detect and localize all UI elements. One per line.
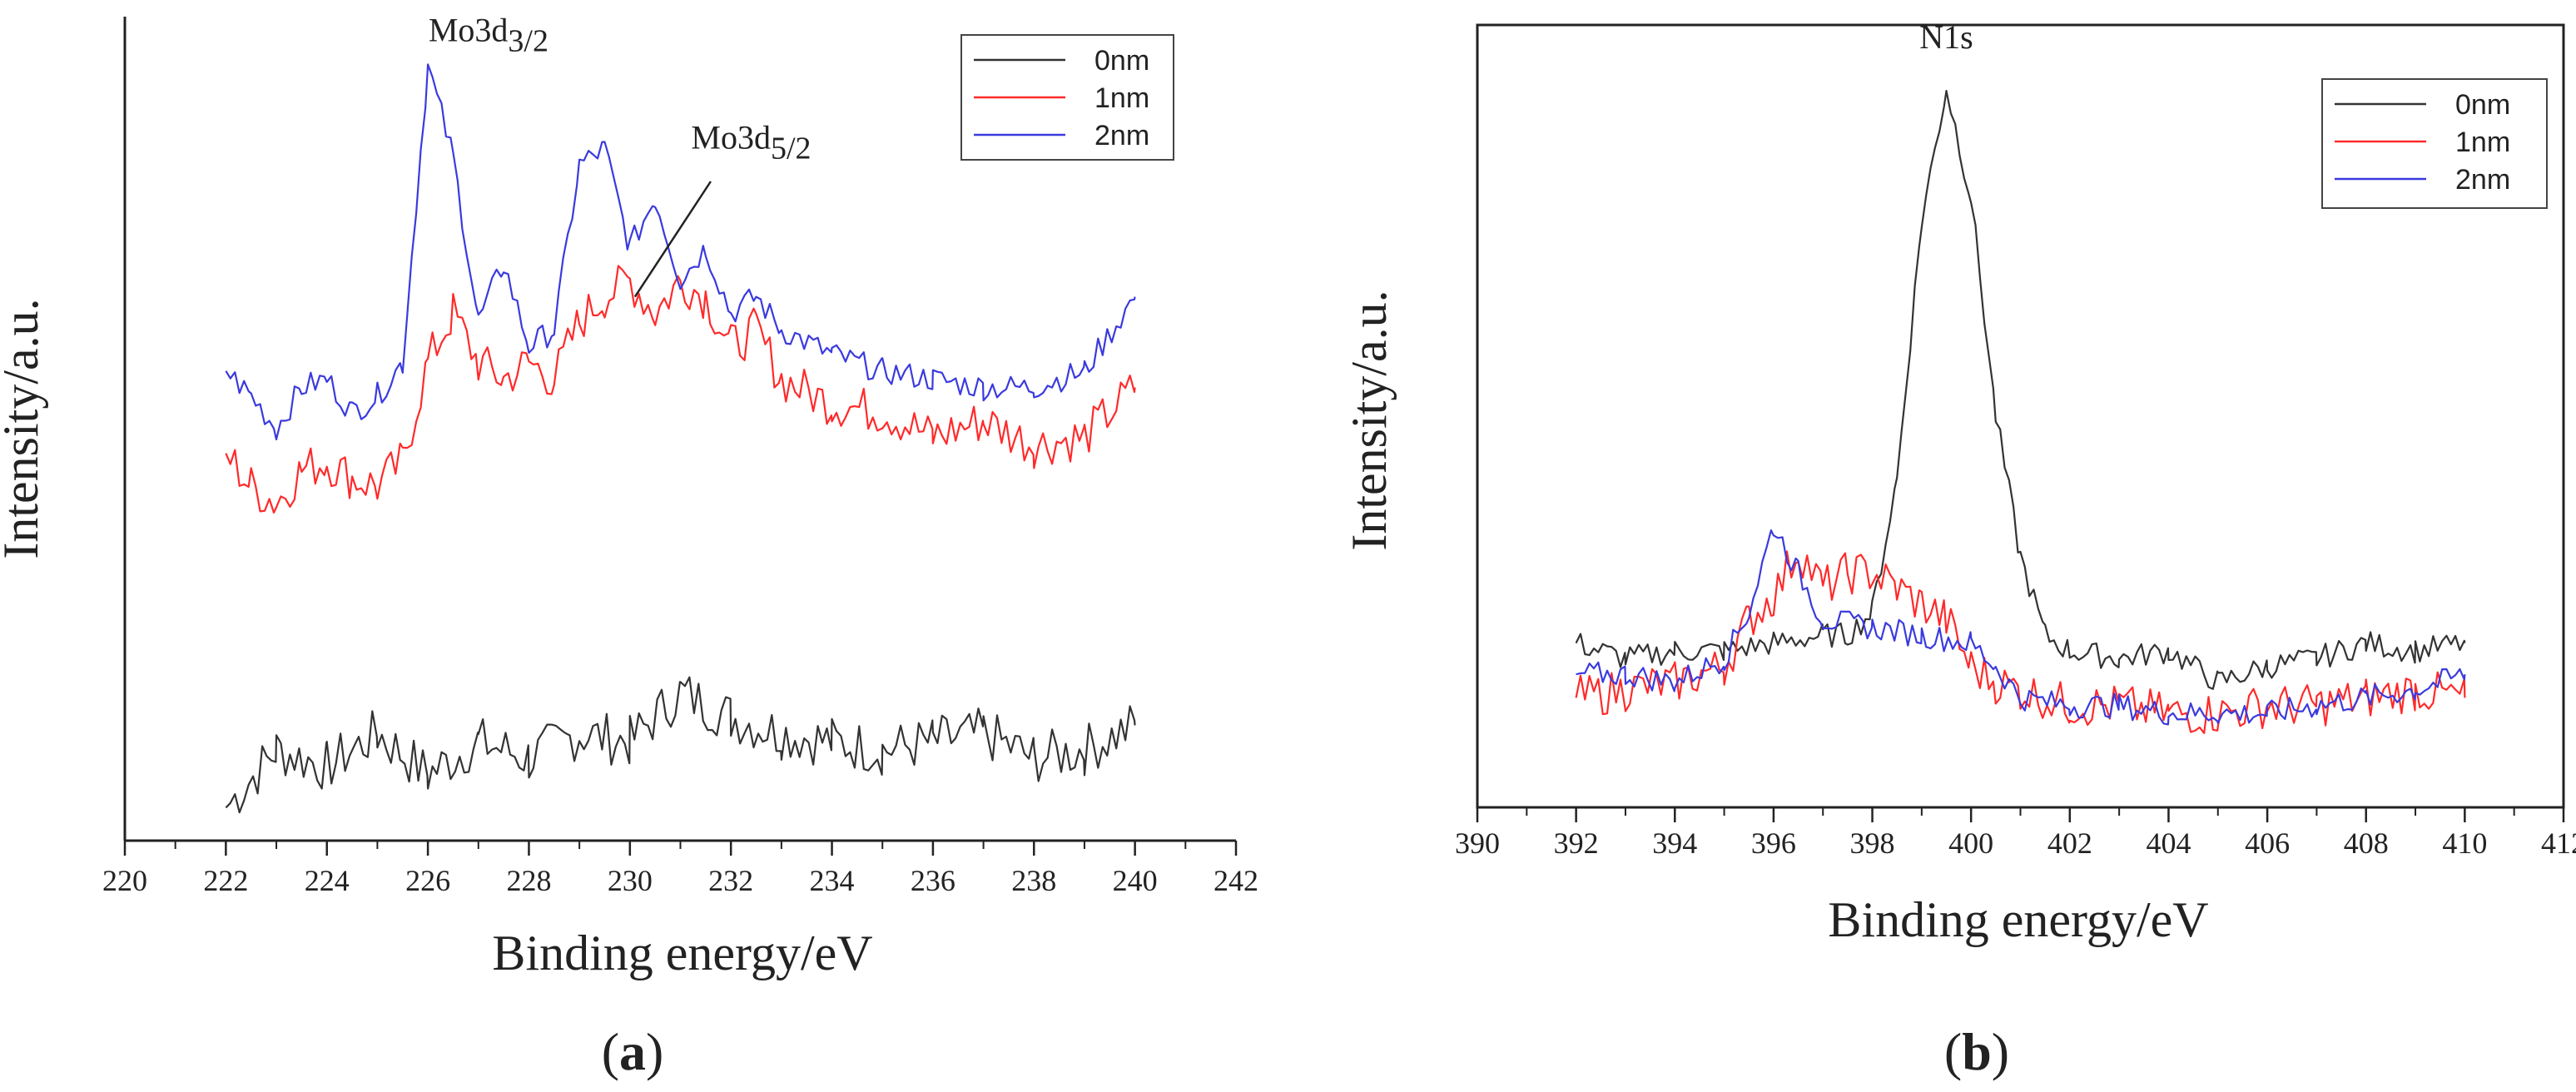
x-tick-label: 400 bbox=[1948, 826, 1993, 860]
peak-annotation: Mo3d3/2 bbox=[429, 12, 548, 59]
series-line-0nm bbox=[1575, 90, 2466, 690]
x-tick-label: 390 bbox=[1455, 826, 1500, 860]
series-line-1nm bbox=[1575, 550, 2466, 734]
x-tick-label: 234 bbox=[810, 864, 855, 897]
peak-annotation: N1s bbox=[1919, 18, 1973, 56]
legend-label-0nm: 0nm bbox=[2455, 89, 2510, 121]
annotation-leader-line bbox=[633, 181, 712, 298]
legend-label-2nm: 2nm bbox=[2455, 164, 2510, 196]
x-tick-label: 222 bbox=[203, 864, 248, 897]
x-tick-label: 398 bbox=[1850, 826, 1895, 860]
x-tick-label: 396 bbox=[1751, 826, 1796, 860]
x-tick-label: 406 bbox=[2245, 826, 2290, 860]
x-tick-label: 412 bbox=[2541, 826, 2576, 860]
x-tick-label: 392 bbox=[1554, 826, 1599, 860]
x-tick-label: 232 bbox=[708, 864, 753, 897]
x-tick-label: 240 bbox=[1113, 864, 1158, 897]
chart-panel-1: 390 392 394 396 398 400 402 404 406 408 410 412 Bind… bbox=[1342, 18, 2576, 1081]
x-axis-label: Binding energy/eV bbox=[492, 926, 872, 980]
series-line-2nm bbox=[225, 63, 1136, 441]
x-tick-label: 394 bbox=[1652, 826, 1697, 860]
x-tick-label: 226 bbox=[405, 864, 450, 897]
series-line-0nm bbox=[225, 676, 1136, 814]
x-tick-label: 224 bbox=[305, 864, 350, 897]
legend-label-2nm: 2nm bbox=[1094, 120, 1149, 151]
x-axis-label: Binding energy/eV bbox=[1828, 892, 2208, 947]
x-tick-label: 408 bbox=[2344, 826, 2389, 860]
chart-panel-0: 220 222 224 226 228 230 232 234 236 238 240 242 Bind… bbox=[0, 12, 1258, 1081]
x-tick-label: 402 bbox=[2047, 826, 2092, 860]
legend-label-1nm: 1nm bbox=[2455, 127, 2510, 158]
series-line-2nm bbox=[1576, 529, 2466, 726]
y-axis-label: Intensity/a.u. bbox=[0, 298, 48, 558]
x-tick-label: 242 bbox=[1214, 864, 1258, 897]
x-tick-label: 404 bbox=[2146, 826, 2191, 860]
legend-label-0nm: 0nm bbox=[1094, 45, 1149, 77]
panel-caption: (b) bbox=[1944, 1022, 2009, 1081]
legend-box bbox=[2321, 78, 2548, 209]
y-axis-label: Intensity/a.u. bbox=[1342, 290, 1397, 550]
x-tick-label: 230 bbox=[608, 864, 653, 897]
series-line-1nm bbox=[225, 265, 1136, 514]
x-tick-label: 236 bbox=[911, 864, 955, 897]
panel-caption: (a) bbox=[602, 1022, 664, 1081]
x-tick-label: 220 bbox=[102, 864, 147, 897]
x-tick-label: 228 bbox=[506, 864, 551, 897]
x-tick-label: 410 bbox=[2442, 826, 2487, 860]
peak-annotation: Mo3d5/2 bbox=[691, 118, 811, 166]
x-tick-label: 238 bbox=[1011, 864, 1056, 897]
legend-label-1nm: 1nm bbox=[1094, 82, 1149, 114]
